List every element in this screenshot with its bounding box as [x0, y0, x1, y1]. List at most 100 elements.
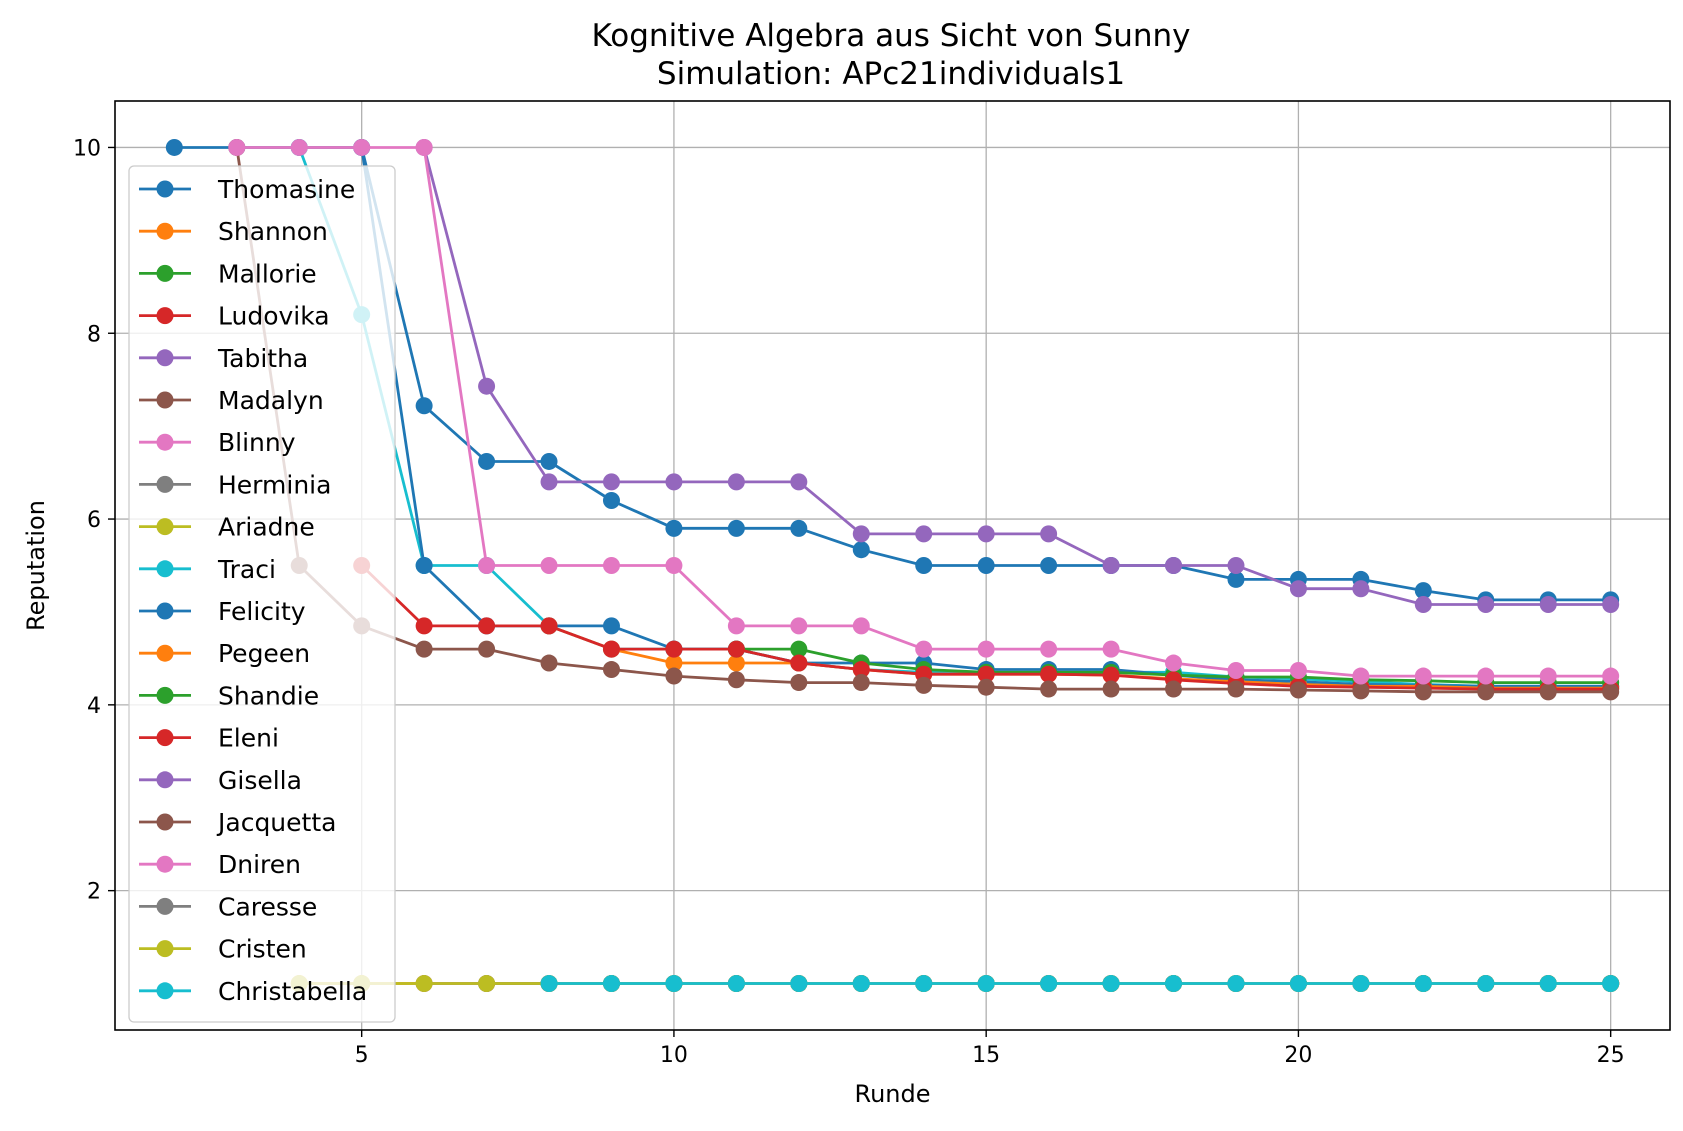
- data-point: [1227, 661, 1245, 679]
- legend-swatch-marker: [156, 180, 174, 198]
- y-tick-label: 4: [87, 694, 101, 719]
- legend-label: Ludovika: [218, 302, 330, 331]
- legend-swatch-marker: [156, 391, 174, 409]
- legend-swatch-marker: [156, 433, 174, 451]
- data-point: [602, 640, 620, 658]
- data-point: [1539, 596, 1557, 614]
- series-line: [236, 146, 1611, 678]
- legend-label: Ariadne: [218, 513, 315, 542]
- series-jacquetta: [228, 138, 1620, 701]
- data-point: [977, 640, 995, 658]
- legend-label: Christabella: [218, 977, 367, 1006]
- legend-label: Tabitha: [217, 344, 308, 373]
- data-point: [790, 617, 808, 635]
- data-point: [915, 975, 933, 993]
- legend-item: Ariadne: [139, 513, 315, 542]
- data-point: [540, 473, 558, 491]
- data-point: [1539, 667, 1557, 685]
- data-point: [1040, 665, 1058, 683]
- data-point: [977, 665, 995, 683]
- data-point: [727, 473, 745, 491]
- data-point: [915, 525, 933, 543]
- data-point: [415, 138, 433, 156]
- legend-label: Traci: [217, 555, 276, 584]
- legend-item: Herminia: [139, 470, 331, 499]
- data-point: [790, 674, 808, 692]
- series-line: [174, 146, 1611, 602]
- data-point: [415, 640, 433, 658]
- y-tick-label: 8: [87, 322, 101, 347]
- legend-swatch-marker: [156, 729, 174, 747]
- data-point: [1414, 975, 1432, 993]
- x-tick-label: 20: [1284, 1043, 1312, 1068]
- legend-box: [128, 165, 396, 1023]
- data-point: [977, 557, 995, 574]
- y-tick-label: 2: [87, 880, 101, 905]
- data-point: [1227, 570, 1245, 588]
- legend-swatch-marker: [156, 222, 174, 240]
- legend-label: Felicity: [218, 597, 306, 626]
- legend-swatch-marker: [156, 686, 174, 704]
- data-point: [540, 654, 558, 672]
- data-point: [1040, 525, 1058, 543]
- x-tick-label: 25: [1597, 1043, 1625, 1068]
- data-point: [1414, 582, 1432, 600]
- data-point: [727, 975, 745, 993]
- series-line: [235, 147, 1611, 694]
- x-axis-label: Runde: [854, 1080, 930, 1108]
- data-point: [602, 491, 620, 509]
- data-point: [1602, 596, 1620, 614]
- legend-swatch-marker: [156, 349, 174, 367]
- data-point: [1289, 681, 1307, 699]
- data-point: [727, 654, 745, 672]
- legend-item: Tabitha: [139, 344, 308, 373]
- data-point: [977, 525, 995, 543]
- legend-label: Gisella: [218, 766, 302, 795]
- legend-item: Cristen: [139, 935, 307, 964]
- data-point: [415, 557, 433, 574]
- data-point: [1289, 975, 1307, 993]
- legend-item: Shannon: [139, 217, 328, 246]
- x-tick-label: 5: [355, 1043, 369, 1068]
- data-point: [1165, 654, 1183, 672]
- y-tick-label: 10: [73, 136, 101, 161]
- data-point: [727, 617, 745, 635]
- data-point: [1102, 557, 1120, 574]
- data-point: [1477, 667, 1495, 685]
- series-line: [297, 147, 1611, 688]
- legend-swatch-marker: [156, 560, 174, 578]
- data-point: [1414, 596, 1432, 614]
- legend-item: Caresse: [139, 892, 317, 921]
- data-point: [1040, 640, 1058, 658]
- data-point: [727, 671, 745, 689]
- legend-swatch-marker: [156, 940, 174, 958]
- data-point: [790, 975, 808, 993]
- legend-item: Pegeen: [139, 639, 310, 668]
- legend-item: Gisella: [139, 766, 302, 795]
- legend-label: Cristen: [218, 935, 307, 964]
- data-point: [915, 676, 933, 694]
- data-point: [1289, 661, 1307, 679]
- data-point: [1102, 975, 1120, 993]
- series-dniren: [228, 138, 1620, 685]
- data-point: [1352, 580, 1370, 598]
- data-point: [602, 617, 620, 635]
- chart-title: Kognitive Algebra aus Sicht von Sunny: [592, 18, 1191, 54]
- legend-label: Shandie: [218, 681, 319, 710]
- legend-item: Felicity: [139, 597, 306, 626]
- data-point: [1602, 667, 1620, 685]
- legend-item: Thomasine: [139, 175, 355, 204]
- data-point: [665, 667, 683, 685]
- data-point: [915, 557, 933, 574]
- data-point: [602, 473, 620, 491]
- data-point: [1040, 680, 1058, 698]
- data-point: [602, 975, 620, 993]
- data-point: [1102, 640, 1120, 658]
- data-point: [1165, 680, 1183, 698]
- data-point: [852, 661, 870, 679]
- legend-label: Eleni: [218, 724, 279, 753]
- legend-item: Mallorie: [139, 259, 317, 288]
- data-point: [353, 138, 371, 156]
